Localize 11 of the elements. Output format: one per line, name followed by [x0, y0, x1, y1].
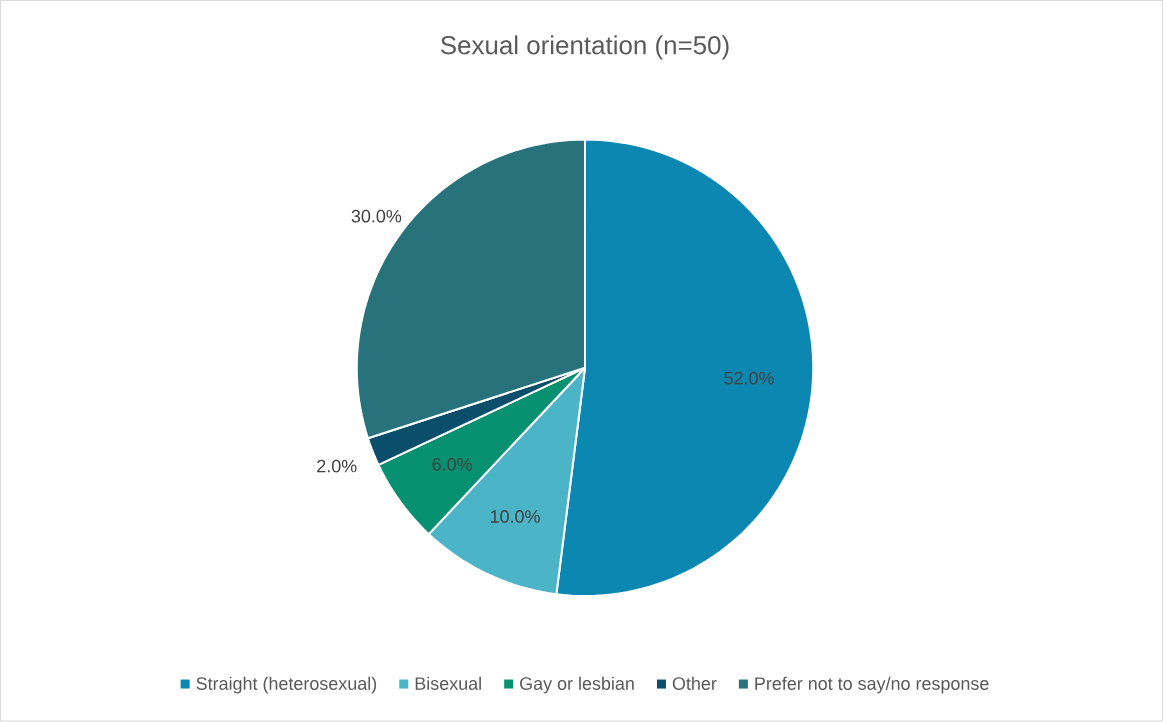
- legend-label: Other: [672, 676, 717, 691]
- legend-label: Straight (heterosexual): [196, 676, 377, 694]
- data-label: 6.0%: [432, 458, 472, 471]
- chart-title: Sexual orientation (n=50): [440, 35, 729, 60]
- data-label: 10.0%: [490, 510, 540, 524]
- data-label: 30.0%: [351, 210, 402, 223]
- legend-label: Gay or lesbian: [520, 676, 634, 694]
- data-label: 2.0%: [317, 459, 357, 473]
- data-label: 52.0%: [724, 371, 774, 385]
- legend-label: Bisexual: [415, 676, 481, 691]
- legend-label: Prefer not to say/no response: [755, 676, 989, 694]
